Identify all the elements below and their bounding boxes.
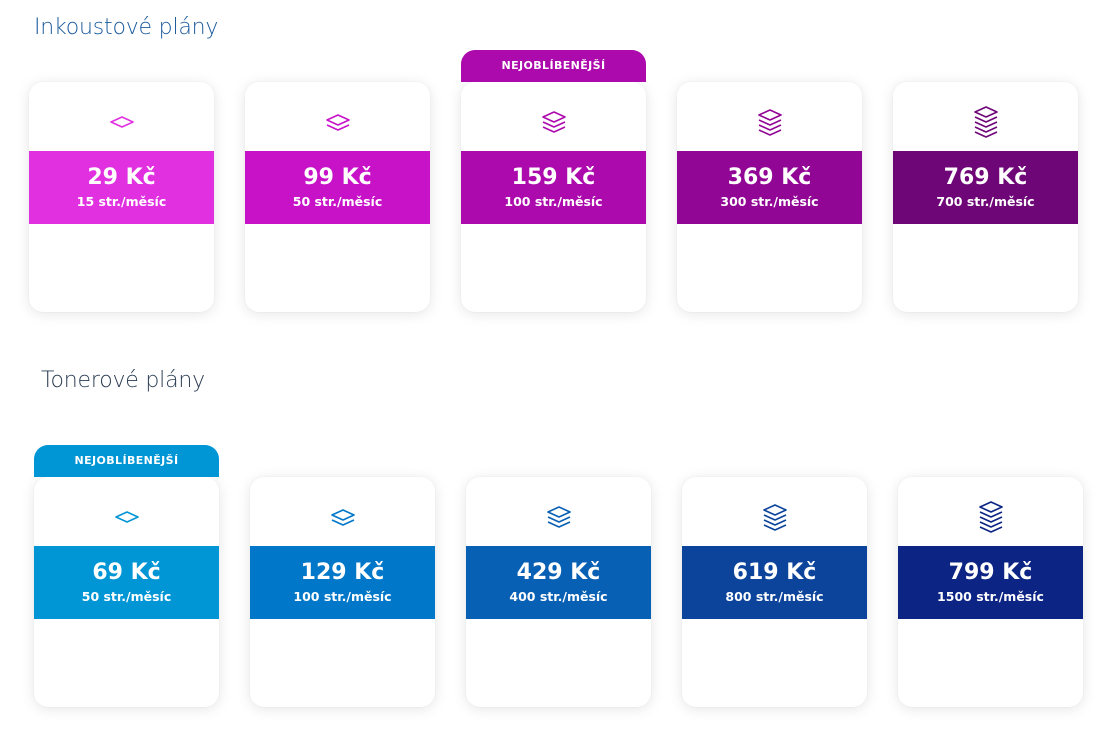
price-band: 159 Kč 100 str./měsíc (461, 151, 646, 224)
plan-pages-per-month: 15 str./měsíc (76, 194, 167, 209)
plan-price: 29 Kč (87, 165, 156, 190)
ink-plan-card[interactable]: NEJOBLÍBENĚJŠÍ 159 Kč 100 str./měsíc (461, 50, 646, 312)
price-band: 429 Kč 400 str./měsíc (466, 546, 651, 619)
plan-price: 69 Kč (92, 560, 161, 585)
plan-pages-per-month: 50 str./měsíc (81, 589, 172, 604)
layers-5-icon (893, 104, 1078, 140)
layers-5-icon (898, 499, 1083, 535)
plan-price: 159 Kč (511, 165, 596, 190)
ink-plans-title: Inkoustové plány (34, 15, 219, 40)
plan-pages-per-month: 100 str./měsíc (293, 589, 392, 604)
price-band: 129 Kč 100 str./měsíc (250, 546, 435, 619)
toner-plans-title: Tonerové plány (41, 368, 205, 393)
layers-1-icon (34, 499, 219, 535)
price-band: 799 Kč 1500 str./měsíc (898, 546, 1083, 619)
plan-price: 429 Kč (516, 560, 601, 585)
ink-plans-section: Inkoustové plány 29 Kč 15 str./měsíc 99 Kč… (0, 0, 1098, 340)
plan-price: 769 Kč (943, 165, 1028, 190)
price-band: 99 Kč 50 str./měsíc (245, 151, 430, 224)
layers-1-icon (29, 104, 214, 140)
layers-3-icon (461, 104, 646, 140)
plan-price: 369 Kč (727, 165, 812, 190)
price-band: 369 Kč 300 str./měsíc (677, 151, 862, 224)
plan-pages-per-month: 700 str./měsíc (936, 194, 1035, 209)
plan-pages-per-month: 100 str./měsíc (504, 194, 603, 209)
layers-4-icon (677, 104, 862, 140)
most-popular-badge: NEJOBLÍBENĚJŠÍ (34, 445, 219, 477)
toner-plan-card[interactable]: 799 Kč 1500 str./měsíc (898, 477, 1083, 707)
plan-price: 99 Kč (303, 165, 372, 190)
toner-plan-card[interactable]: NEJOBLÍBENĚJŠÍ 69 Kč 50 str./měsíc (34, 445, 219, 707)
plan-pages-per-month: 300 str./měsíc (720, 194, 819, 209)
price-band: 29 Kč 15 str./měsíc (29, 151, 214, 224)
most-popular-badge: NEJOBLÍBENĚJŠÍ (461, 50, 646, 82)
ink-plan-card[interactable]: 369 Kč 300 str./měsíc (677, 82, 862, 312)
price-band: 619 Kč 800 str./měsíc (682, 546, 867, 619)
ink-plan-card[interactable]: 769 Kč 700 str./měsíc (893, 82, 1078, 312)
ink-plan-card[interactable]: 99 Kč 50 str./měsíc (245, 82, 430, 312)
toner-plan-card[interactable]: 429 Kč 400 str./měsíc (466, 477, 651, 707)
plan-pages-per-month: 400 str./měsíc (509, 589, 608, 604)
price-band: 769 Kč 700 str./měsíc (893, 151, 1078, 224)
plan-price: 129 Kč (300, 560, 385, 585)
toner-plan-card[interactable]: 129 Kč 100 str./měsíc (250, 477, 435, 707)
plan-price: 799 Kč (948, 560, 1033, 585)
ink-plan-card[interactable]: 29 Kč 15 str./měsíc (29, 82, 214, 312)
plan-price: 619 Kč (732, 560, 817, 585)
layers-2-icon (250, 499, 435, 535)
plan-pages-per-month: 50 str./měsíc (292, 194, 383, 209)
toner-plan-card[interactable]: 619 Kč 800 str./měsíc (682, 477, 867, 707)
layers-3-icon (466, 499, 651, 535)
plan-pages-per-month: 1500 str./měsíc (937, 589, 1044, 604)
plan-pages-per-month: 800 str./měsíc (725, 589, 824, 604)
layers-2-icon (245, 104, 430, 140)
layers-4-icon (682, 499, 867, 535)
price-band: 69 Kč 50 str./měsíc (34, 546, 219, 619)
